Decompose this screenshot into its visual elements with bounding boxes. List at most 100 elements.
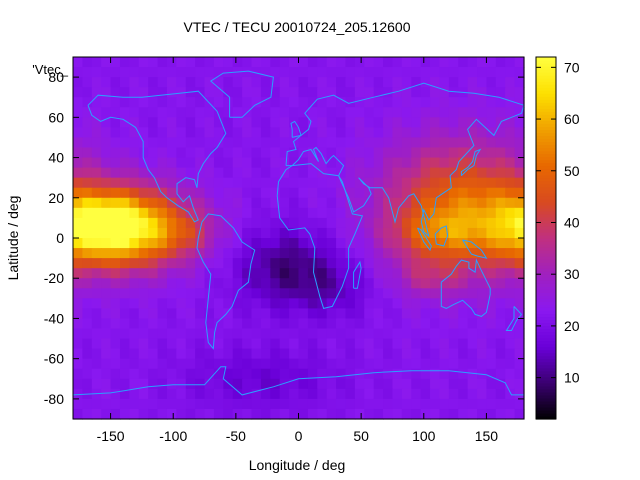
heatmap-cell (420, 408, 431, 420)
heatmap-cell (486, 137, 497, 149)
heatmap-cell (91, 107, 102, 118)
heatmap-cell (129, 368, 140, 380)
heatmap-cell (213, 368, 224, 380)
heatmap-cell (101, 207, 112, 219)
heatmap-cell (204, 157, 215, 169)
heatmap-cell (354, 358, 365, 370)
colorbar-segment (536, 204, 556, 209)
heatmap-cell (270, 167, 281, 179)
heatmap-cell (354, 127, 365, 139)
heatmap-cell (514, 338, 525, 350)
heatmap-cell (383, 197, 394, 209)
heatmap-cell (270, 127, 281, 139)
heatmap-cell (430, 217, 441, 229)
heatmap-cell (138, 408, 149, 420)
heatmap-cell (448, 388, 459, 400)
heatmap-cell (298, 408, 309, 420)
heatmap-cell (232, 167, 243, 179)
heatmap-cell (307, 77, 318, 88)
colorbar-segment (536, 120, 556, 124)
heatmap-cell (279, 398, 290, 410)
heatmap-cell (279, 67, 290, 78)
heatmap-cell (251, 238, 262, 249)
heatmap-cell (119, 398, 130, 410)
colorbar-segment (536, 265, 556, 269)
heatmap-cell (411, 248, 422, 259)
heatmap-cell (148, 117, 159, 128)
heatmap-cell (373, 338, 384, 350)
heatmap-cell (260, 127, 271, 139)
heatmap-cell (91, 157, 102, 169)
heatmap-cell (195, 197, 206, 209)
heatmap-cell (392, 57, 403, 68)
colorbar-segment (536, 334, 556, 339)
heatmap-cell (260, 217, 271, 229)
heatmap-cell (232, 398, 243, 410)
colorbar-segment (536, 388, 556, 393)
heatmap-cell (82, 398, 93, 410)
heatmap-cell (119, 87, 130, 98)
heatmap-cell (242, 127, 253, 139)
heatmap-cell (176, 127, 187, 139)
heatmap-cell (477, 268, 488, 279)
colorbar-segment (536, 228, 556, 233)
heatmap-cell (119, 378, 130, 390)
heatmap-cell (486, 197, 497, 209)
heatmap-cell (505, 147, 516, 159)
heatmap-cell (242, 298, 253, 309)
heatmap-cell (514, 378, 525, 390)
heatmap-cell (185, 318, 196, 330)
colorbar-segment (536, 415, 556, 420)
colorbar-segment (536, 75, 556, 79)
heatmap-cell (514, 77, 525, 88)
heatmap-cell (166, 67, 177, 78)
heatmap-cell (166, 57, 177, 68)
heatmap-cell (477, 197, 488, 209)
heatmap-cell (157, 127, 168, 139)
heatmap-cell (439, 398, 450, 410)
heatmap-cell (176, 67, 187, 78)
heatmap-cell (129, 77, 140, 88)
heatmap-cell (270, 358, 281, 370)
heatmap-cell (448, 348, 459, 360)
heatmap-cell (204, 258, 215, 269)
heatmap-cell (448, 278, 459, 289)
heatmap-cell (430, 238, 441, 249)
heatmap-cell (477, 338, 488, 350)
heatmap-cell (251, 308, 262, 320)
heatmap-cell (166, 368, 177, 380)
heatmap-cell (458, 258, 469, 269)
heatmap-cell (110, 248, 121, 259)
heatmap-cell (383, 308, 394, 320)
heatmap-cell (298, 398, 309, 410)
heatmap-cell (251, 77, 262, 88)
heatmap-cell (345, 368, 356, 380)
heatmap-cell (486, 378, 497, 390)
heatmap-cell (430, 258, 441, 269)
heatmap-cell (138, 177, 149, 189)
heatmap-cell (82, 127, 93, 139)
heatmap-cell (195, 398, 206, 410)
heatmap-cell (477, 388, 488, 400)
heatmap-cell (82, 87, 93, 98)
colorbar-segment (536, 355, 556, 360)
heatmap-cell (119, 57, 130, 68)
heatmap-cell (439, 388, 450, 400)
heatmap-cell (242, 197, 253, 209)
heatmap-cell (458, 348, 469, 360)
heatmap-cell (279, 308, 290, 320)
heatmap-cell (307, 278, 318, 289)
heatmap-cell (270, 217, 281, 229)
heatmap-cell (204, 137, 215, 149)
heatmap-cell (251, 107, 262, 118)
heatmap-cell (110, 368, 121, 380)
coastline-australia (440, 258, 491, 317)
y-tick-label: -60 (44, 351, 64, 367)
heatmap-cell (505, 197, 516, 209)
colorbar-segment (536, 90, 556, 94)
heatmap-cell (354, 238, 365, 249)
heatmap-cell (110, 358, 121, 370)
heatmap-cell (223, 308, 234, 320)
heatmap-cell (110, 87, 121, 98)
heatmap-cell (185, 137, 196, 149)
